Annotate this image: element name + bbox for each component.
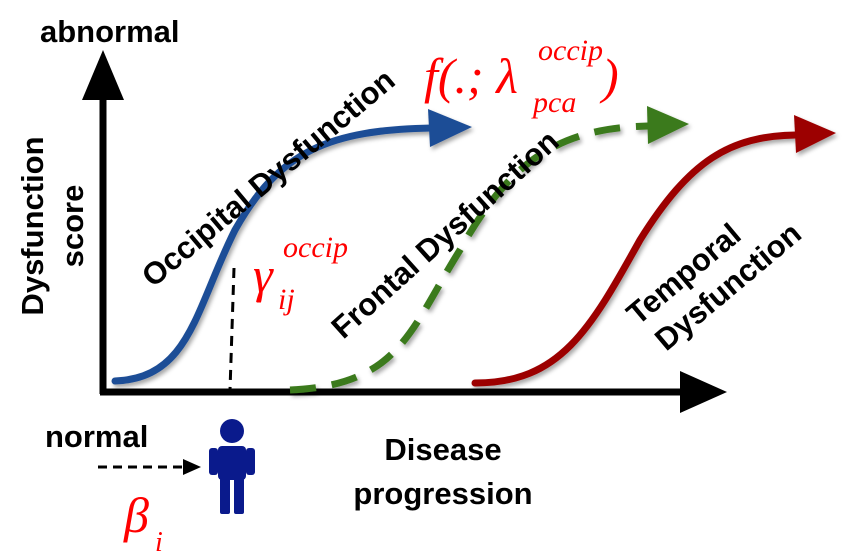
f-lambda-sub: pca — [531, 86, 576, 119]
temporal-label-group: Temporal Dysfunction — [620, 215, 808, 357]
x-axis — [100, 371, 727, 413]
f-lambda-main: f(.; λ — [424, 48, 518, 104]
y-axis-arrowhead — [82, 50, 124, 100]
x-axis-arrowhead — [680, 371, 727, 413]
frontal-label-group: Frontal Dysfunction — [324, 123, 565, 345]
temporal-curve — [471, 115, 836, 387]
x-axis-title-line2: progression — [353, 476, 532, 511]
beta-arrow — [98, 459, 201, 475]
gamma-sub: ij — [278, 283, 295, 316]
person-icon — [209, 419, 255, 514]
y-axis-title-line1: Dysfunction — [15, 136, 50, 315]
abnormal-label: abnormal — [40, 14, 180, 49]
normal-label: normal — [45, 419, 148, 454]
gamma-sup: occip — [283, 231, 348, 264]
beta-annotation: β i — [123, 487, 163, 558]
frontal-arrowhead — [647, 106, 689, 144]
y-axis — [82, 50, 124, 394]
gamma-drop-line — [228, 267, 236, 391]
f-lambda-close: ) — [599, 48, 619, 104]
temporal-arrowhead — [794, 115, 836, 153]
occipital-arrowhead — [428, 109, 472, 147]
x-axis-title-line1: Disease — [384, 432, 501, 467]
occipital-curve — [111, 109, 472, 385]
gamma-annotation: γ occip ij — [253, 231, 348, 316]
y-axis-title-line2: score — [55, 185, 90, 268]
f-lambda-sup: occip — [538, 34, 603, 67]
beta-sub: i — [155, 527, 163, 558]
y-axis-title: Dysfunction score — [15, 136, 90, 315]
frontal-label: Frontal Dysfunction — [324, 123, 565, 345]
frontal-curve — [289, 106, 689, 394]
f-lambda-annotation: f(.; λ occip pca ) — [424, 34, 619, 119]
gamma-main: γ — [253, 247, 274, 303]
beta-main: β — [123, 487, 149, 543]
